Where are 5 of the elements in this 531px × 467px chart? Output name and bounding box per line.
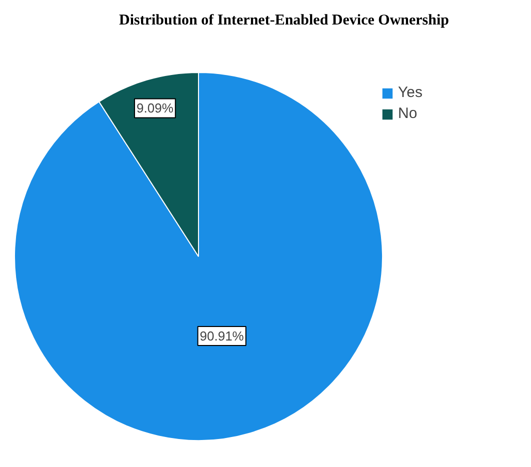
chart-title: Distribution of Internet-Enabled Device Ownership (119, 12, 449, 28)
data-label: 9.09% (136, 100, 174, 116)
legend-label: Yes (398, 84, 422, 101)
data-label: 90.91% (200, 328, 244, 344)
legend-label: No (398, 105, 418, 122)
